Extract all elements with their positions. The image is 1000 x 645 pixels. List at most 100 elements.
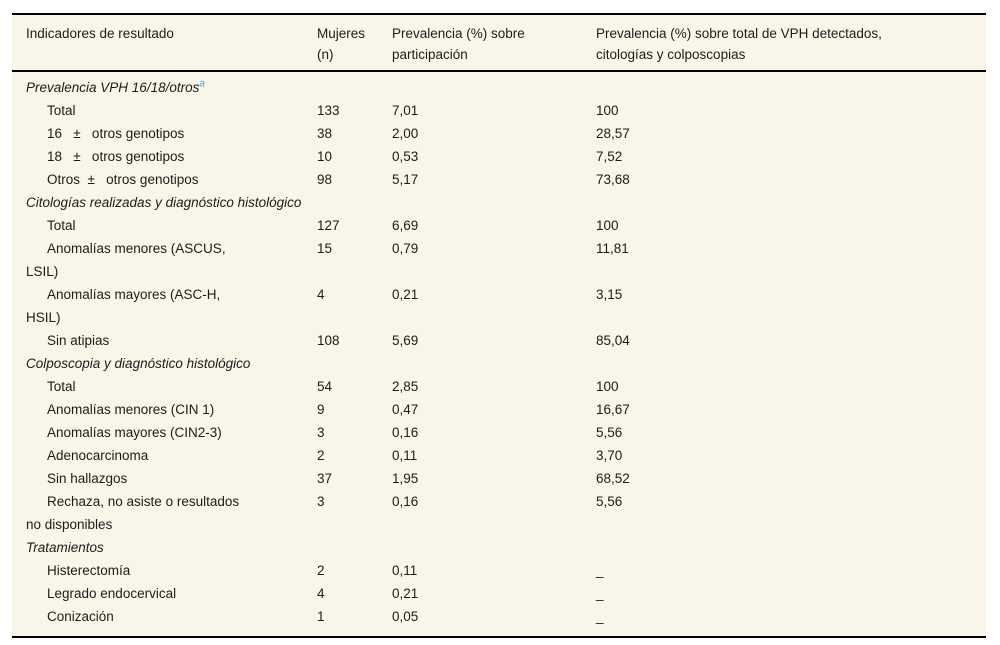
cell-prevalencia-participacion: 0,05 [392,609,419,624]
col-header-prevalencia-participacion-label: Prevalencia (%) sobre participación [392,26,525,62]
cell-prevalencia-total: 73,68 [596,172,630,187]
cell-mujeres-n: 4 [317,287,325,302]
row-label: Anomalías menores (CIN 1) [47,402,215,417]
table-row: Total 54 2,85 100 [12,375,986,398]
cell-prevalencia-participacion: 0,16 [392,425,419,440]
row-label: Rechaza, no asiste o resultados no dispo… [26,494,240,532]
cell-mujeres-n: 3 [317,425,325,440]
table-body: Prevalencia VPH 16/18/otrosa Total 1 3 3 7,01… [12,71,986,636]
row-label: Total [47,103,76,118]
cell-prevalencia-total: 100 [596,218,619,233]
section-header-row: Colposcopia y diagnóstico histológico [12,352,986,375]
col-header-prevalencia-total-vph: Prevalencia (%) sobre total de VPH detec… [596,15,986,72]
row-label: Anomalías mayores (CIN2-3) [47,425,222,440]
cell-prevalencia-participacion: 0,47 [392,402,419,417]
row-label: Sin atipias [47,333,110,348]
cell-mujeres-n: 9 [317,402,325,417]
table-row: Legrado endocervical 4 0,21 _ [12,582,986,605]
cell-prevalencia-participacion: 1,95 [392,471,419,486]
cell-prevalencia-total: _ [596,563,604,578]
row-label: Adenocarcinoma [47,448,149,463]
row-label: Anomalías mayores (ASC-H, HSIL) [26,287,221,325]
table-row: Anomalías mayores (CIN2-3) 3 0,16 5,56 [12,421,986,444]
cell-mujeres-n: 15 [317,241,333,256]
cell-prevalencia-total: 11,81 [596,241,629,256]
col-header-mujeres-n: Mujeres (n) [317,15,392,72]
cell-mujeres-n: 98 [317,172,333,187]
cell-mujeres-n: 108 [317,333,340,348]
row-label: Histerectomía [47,563,131,578]
results-table: Indicadores de resultado Mujeres (n) Pre… [12,15,986,636]
row-label: Sin hallazgos [47,471,128,486]
cell-prevalencia-total: 100 [596,379,619,394]
cell-mujeres-n: 127 [317,218,340,233]
cell-prevalencia-participacion: 5,17 [392,172,419,187]
cell-prevalencia-participacion: 2,85 [392,379,419,394]
row-label: Otros ± otros genotipos [47,172,199,187]
table-row: Histerectomía 2 0,11 _ [12,559,986,582]
cell-mujeres-n: 10 [317,149,333,164]
cell-prevalencia-participacion: 2,00 [392,126,419,141]
col-header-prevalencia-total-vph-label: Prevalencia (%) sobre total de VPH detec… [596,26,882,62]
cell-prevalencia-participacion: 0,53 [392,149,419,164]
table-row: Adenocarcinoma 2 0,11 3,70 [12,444,986,467]
table-header: Indicadores de resultado Mujeres (n) Pre… [12,15,986,72]
section-title-cell: Colposcopia y diagnóstico histológico [12,352,986,375]
row-label: Total [47,218,76,233]
cell-prevalencia-total: _ [596,609,604,624]
col-header-indicadores: Indicadores de resultado [12,15,317,72]
cell-mujeres-n: 4 [317,586,325,601]
row-label: 18 ± otros genotipos [47,149,185,164]
table-row: Rechaza, no asiste o resultados no dispo… [12,490,986,536]
section-title-cell: Tratamientos [12,536,986,559]
table-row: Anomalías menores (ASCUS, LSIL) 15 0,79 11,… [12,237,986,283]
cell-prevalencia-participacion: 0,16 [392,494,419,509]
cell-mujeres-n: 38 [317,126,333,141]
cell-mujeres-n: 3 [317,494,325,509]
cell-prevalencia-total: 5,56 [596,494,623,509]
cell-mujeres-n: 54 [317,379,333,394]
cell-prevalencia-participacion: 6,69 [392,218,419,233]
table-row: Total 127 6,69 100 [12,214,986,237]
row-label: Anomalías menores (ASCUS, LSIL) [26,241,226,279]
row-label: Total [47,379,76,394]
col-header-prevalencia-participacion: Prevalencia (%) sobre participación [392,15,596,72]
section-title-text: Colposcopia y diagnóstico histológico [26,356,251,371]
cell-mujeres-n: 37 [317,471,333,486]
cell-prevalencia-total: 85,04 [596,333,630,348]
table-row: Conización 1 0,05 _ [12,605,986,636]
cell-prevalencia-total: 68,52 [596,471,630,486]
cell-prevalencia-participacion: 0,11 [392,448,418,463]
table-row: Anomalías mayores (ASC-H, HSIL) 4 0,21 3,15 [12,283,986,329]
table-row: Sin atipias 108 5,69 85,04 [12,329,986,352]
col-header-mujeres-n-label: Mujeres (n) [317,26,366,62]
cell-prevalencia-participacion: 0,21 [392,287,419,302]
table-row: 18 ± otros genotipos 10 0,53 7,52 [12,145,986,168]
table-row: Anomalías menores (CIN 1) 9 0,47 16,67 [12,398,986,421]
cell-mujeres-n: 1 [317,609,325,624]
section-header-row: Prevalencia VPH 16/18/otrosa [12,71,986,99]
row-label: 16 ± otros genotipos [47,126,185,141]
cell-prevalencia-participacion: 0,21 [392,586,419,601]
cell-prevalencia-participacion: 0,79 [392,241,419,256]
cell-prevalencia-participacion: 0,11 [392,563,418,578]
cell-mujeres-n: 2 [317,563,325,578]
section-title-text: Tratamientos [26,540,104,555]
cell-prevalencia-total: 7,52 [596,149,623,164]
cell-prevalencia-participacion: 5,69 [392,333,419,348]
cell-mujeres-n: 2 [317,448,325,463]
row-label: Conización [47,609,114,624]
cell-prevalencia-participacion: 7,01 [392,103,419,118]
cell-prevalencia-total: 100 [596,103,619,118]
table-row: 16 ± otros genotipos 38 2,00 28,57 [12,122,986,145]
section-title-cell: Citologías realizadas y diagnóstico hist… [12,191,986,214]
section-header-row: Tratamientos [12,536,986,559]
header-row: Indicadores de resultado Mujeres (n) Pre… [12,15,986,72]
cell-prevalencia-total: 3,70 [596,448,623,463]
section-title-text: Citologías realizadas y diagnóstico hist… [26,195,302,210]
section-title-text: Prevalencia VPH 16/18/otros [26,80,200,95]
cell-prevalencia-total: 28,57 [596,126,630,141]
cell-prevalencia-total: _ [596,586,604,601]
section-title-cell: Prevalencia VPH 16/18/otrosa [12,71,986,99]
footnote-ref-link[interactable]: a [199,78,205,90]
